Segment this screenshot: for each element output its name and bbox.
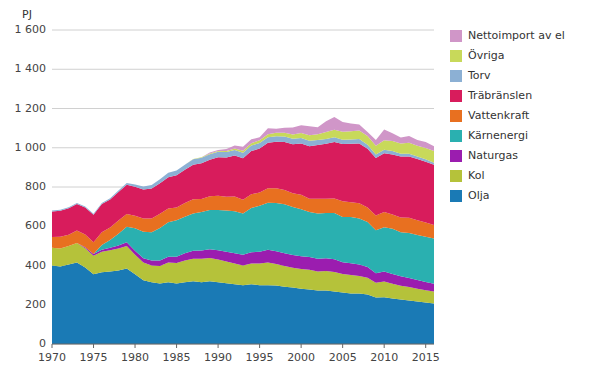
legend: Nettoimport av el Övriga Torv Träbränslen Va… xyxy=(450,29,565,202)
legend-swatch xyxy=(450,130,462,142)
legend-swatch xyxy=(450,90,462,102)
legend-label: Träbränslen xyxy=(467,89,532,102)
y-tick-label: 0 xyxy=(39,337,46,350)
legend-label: Nettoimport av el xyxy=(468,29,565,42)
grid-line xyxy=(52,69,434,70)
area xyxy=(52,117,434,214)
x-tick-label: 1995 xyxy=(246,351,274,364)
x-tick-label: 2010 xyxy=(370,351,398,364)
y-tick-label: 1 200 xyxy=(15,102,47,115)
x-tick-label: 2015 xyxy=(412,351,440,364)
x-tick-label: 1980 xyxy=(121,351,149,364)
x-tick-label: 2005 xyxy=(329,351,357,364)
x-tick xyxy=(135,344,136,348)
grid-line xyxy=(52,108,434,109)
x-tick xyxy=(342,344,343,348)
legend-label: Torv xyxy=(467,69,491,82)
x-axis: 1970 1975 1980 1985 1990 1995 2000 2005 2010 2015 xyxy=(38,344,440,364)
x-tick xyxy=(218,344,219,348)
x-tick xyxy=(93,344,94,348)
legend-swatch xyxy=(450,110,462,122)
legend-swatch xyxy=(450,150,462,162)
legend-label: Naturgas xyxy=(468,149,518,162)
x-tick xyxy=(384,344,385,348)
x-tick xyxy=(301,344,302,348)
x-tick xyxy=(425,344,426,348)
legend-label: Olja xyxy=(468,189,490,202)
y-tick-label: 600 xyxy=(25,219,46,232)
grid-line xyxy=(52,30,434,31)
areas xyxy=(52,117,434,344)
legend-label: Övriga xyxy=(468,49,504,62)
legend-swatch xyxy=(450,190,462,202)
legend-swatch xyxy=(450,70,462,82)
x-tick-label: 2000 xyxy=(287,351,315,364)
x-tick xyxy=(259,344,260,348)
y-tick-label: 1 400 xyxy=(15,62,47,75)
y-axis: 0 200 400 600 800 1 000 1 200 1 400 1 600 xyxy=(15,23,47,350)
x-tick-label: 1990 xyxy=(204,351,232,364)
x-tick-label: 1985 xyxy=(163,351,191,364)
legend-swatch xyxy=(450,170,462,182)
x-axis-line xyxy=(52,344,434,345)
legend-swatch xyxy=(450,30,462,42)
x-tick xyxy=(52,344,53,348)
y-tick-label: 1 600 xyxy=(15,23,47,36)
legend-label: Vattenkraft xyxy=(468,109,530,122)
y-axis-label: PJ xyxy=(22,8,32,21)
x-tick-label: 1970 xyxy=(38,351,66,364)
y-tick-label: 400 xyxy=(25,259,46,272)
legend-swatch xyxy=(450,50,462,62)
legend-label: Kärnenergi xyxy=(468,129,528,142)
grid xyxy=(52,30,434,344)
chart: 02004006008001 0001 2001 4001 6001970197… xyxy=(0,0,614,378)
y-tick-label: 200 xyxy=(25,298,46,311)
y-tick-label: 1 000 xyxy=(15,141,47,154)
grid-line xyxy=(52,344,434,345)
x-tick xyxy=(176,344,177,348)
x-tick-label: 1975 xyxy=(80,351,108,364)
y-tick-label: 800 xyxy=(25,180,46,193)
legend-label: Kol xyxy=(468,169,484,182)
